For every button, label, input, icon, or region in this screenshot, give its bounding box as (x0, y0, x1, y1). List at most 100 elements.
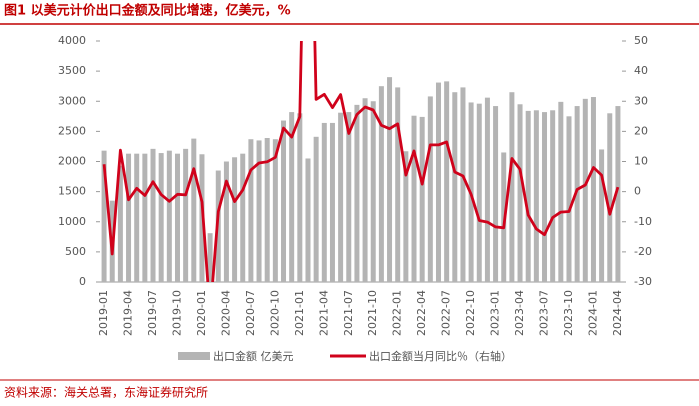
x-tick-label: 2020-04 (219, 290, 232, 336)
y-tick-label: 3000 (58, 94, 86, 107)
y2-tick-label: 30 (634, 94, 648, 107)
bar (289, 112, 295, 282)
legend-label: 出口金额当月同比％（右轴） (369, 349, 512, 363)
x-tick-label: 2019-04 (122, 290, 135, 336)
bar (329, 122, 335, 282)
x-tick-label: 2023-04 (513, 290, 526, 336)
bar (395, 87, 401, 282)
y2-tick-label: 10 (634, 155, 648, 168)
bar (599, 149, 605, 282)
y-tick-label: 2500 (58, 124, 86, 137)
bar (248, 139, 254, 282)
bar (338, 112, 344, 282)
y-tick-label: 1000 (58, 215, 86, 228)
y-tick-label: 2000 (58, 155, 86, 168)
y2-tick-label: 50 (634, 34, 648, 47)
bar (150, 148, 156, 282)
bar (574, 106, 580, 282)
bar (158, 153, 164, 282)
bar (354, 104, 360, 282)
plot (101, 41, 621, 282)
bar (558, 101, 564, 282)
bar (272, 139, 278, 282)
bar (183, 148, 189, 282)
bar (378, 86, 384, 282)
bar (435, 82, 441, 282)
bar (493, 106, 499, 282)
bar (281, 120, 287, 282)
x-tick-label: 2024-04 (611, 290, 624, 336)
x-tick-label: 2020-07 (244, 290, 257, 336)
x-tick-label: 2021-04 (317, 290, 330, 336)
bar (264, 138, 270, 282)
bar (582, 98, 588, 282)
bar (566, 116, 572, 282)
legend-swatch (178, 352, 210, 360)
y2-tick-label: 0 (634, 185, 641, 198)
bar (460, 87, 466, 282)
bar (370, 101, 376, 282)
bar (533, 110, 539, 282)
bar (101, 150, 107, 282)
bar (476, 103, 482, 282)
bar (191, 138, 197, 282)
bar (550, 110, 556, 282)
bar (321, 122, 327, 282)
bar (362, 98, 368, 282)
y2-tick-label: 20 (634, 124, 648, 137)
line (102, 41, 620, 282)
y2-tick-label: -20 (634, 245, 652, 258)
bar (590, 97, 596, 282)
x-tick-label: 2024-01 (586, 290, 599, 336)
bar (411, 115, 417, 282)
x-tick-label: 2022-04 (415, 290, 428, 336)
x-tick-label: 2021-01 (293, 290, 306, 336)
y2-tick-label: -10 (634, 215, 652, 228)
y2-tick-label: -30 (634, 275, 652, 288)
bar (403, 151, 409, 282)
bar (484, 97, 490, 282)
bar (387, 77, 393, 282)
y-tick-label: 4000 (58, 34, 86, 47)
y-tick-label: 0 (79, 275, 86, 288)
y-tick-label: 500 (65, 245, 86, 258)
bar (174, 153, 180, 282)
bar (297, 113, 303, 282)
x-tick-label: 2023-10 (562, 290, 575, 336)
x-tick-label: 2019-10 (170, 290, 183, 336)
bar (419, 116, 425, 282)
bar (444, 81, 450, 282)
x-tick-label: 2022-01 (391, 290, 404, 336)
bar (240, 153, 246, 282)
bar (615, 106, 621, 282)
chart-title: 图1 以美元计价出口金额及同比增速，亿美元，% (4, 3, 291, 19)
x-tick-label: 2019-07 (146, 290, 159, 336)
bar (305, 158, 311, 282)
bar (126, 153, 132, 282)
bar (607, 113, 613, 282)
bar (313, 136, 319, 282)
bar (207, 233, 213, 282)
bar (509, 92, 515, 282)
bar (232, 157, 238, 282)
bar (346, 112, 352, 282)
x-tick-label: 2023-07 (538, 290, 551, 336)
bar (223, 161, 229, 282)
source: 资料来源：海关总署，东海证券研究所 (4, 385, 208, 400)
bar (427, 96, 433, 282)
x-tick-label: 2019-01 (97, 290, 110, 336)
x-tick-label: 2021-10 (366, 290, 379, 336)
x-tick-label: 2021-07 (342, 290, 355, 336)
legend-label: 出口金额 亿美元 (213, 349, 294, 363)
x-tick-label: 2020-01 (195, 290, 208, 336)
bar (525, 110, 531, 282)
y-tick-label: 1500 (58, 185, 86, 198)
bar (256, 140, 262, 282)
bar (117, 165, 123, 282)
bar (142, 153, 148, 282)
y2-tick-label: 40 (634, 64, 648, 77)
y-tick-label: 3500 (58, 64, 86, 77)
bar (166, 150, 172, 282)
x-tick-label: 2022-10 (464, 290, 477, 336)
